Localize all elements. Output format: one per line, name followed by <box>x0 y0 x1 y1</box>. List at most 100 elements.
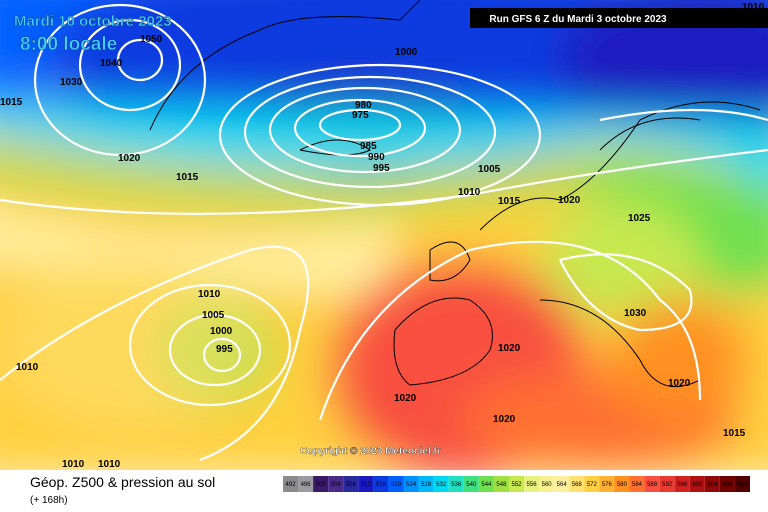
scale-swatch <box>689 476 705 492</box>
scale-label: 548 <box>496 482 507 488</box>
footer-lead: (+ 168h) <box>30 495 68 506</box>
isobar-label: 995 <box>216 344 233 355</box>
isobar-label: 1000 <box>395 47 418 58</box>
isobar-label: 980 <box>355 100 372 111</box>
scale-swatch <box>674 476 690 492</box>
scale-swatch <box>433 476 449 492</box>
isobar-label: 1010 <box>458 187 481 198</box>
scale-label: 544 <box>481 482 492 488</box>
isobar-label: 1020 <box>558 195 581 206</box>
scale-swatch <box>524 476 540 492</box>
scale-label: 612 <box>737 482 748 488</box>
scale-swatch <box>328 476 344 492</box>
scale-label: 568 <box>572 482 583 488</box>
isobar-label: 1030 <box>60 77 83 88</box>
scale-label: 520 <box>391 482 402 488</box>
scale-swatch <box>313 476 329 492</box>
isobars <box>0 3 768 462</box>
scale-label: 552 <box>511 482 522 488</box>
z500-field <box>0 0 768 480</box>
footer-title: Géop. Z500 & pression au sol <box>30 474 215 490</box>
scale-label: 576 <box>602 482 613 488</box>
scale-label: 516 <box>376 482 387 488</box>
scale-swatch <box>283 476 299 492</box>
scale-label: 504 <box>331 482 342 488</box>
scale-label: 540 <box>466 482 477 488</box>
isobar-label: 985 <box>360 141 377 152</box>
isobar-label: 1010 <box>742 2 765 13</box>
copyright: Copyright © 2023 Meteociel.fr <box>300 446 441 457</box>
scale-swatch <box>659 476 675 492</box>
scale-swatch <box>403 476 419 492</box>
run-box <box>470 8 768 28</box>
isobar-label: 1025 <box>628 213 651 224</box>
isobar-label: 1000 <box>210 326 233 337</box>
scale-label: 500 <box>316 482 327 488</box>
scale-swatch <box>584 476 600 492</box>
scale-swatch <box>478 476 494 492</box>
scale-swatch <box>599 476 615 492</box>
scale-label: 492 <box>286 482 297 488</box>
scale-swatch <box>629 476 645 492</box>
scale-label: 596 <box>677 482 688 488</box>
scale-swatch <box>463 476 479 492</box>
scale-label: 512 <box>361 482 372 488</box>
scale-swatch <box>644 476 660 492</box>
scale-swatch <box>388 476 404 492</box>
scale-label: 604 <box>707 482 718 488</box>
run-info: Run GFS 6 Z du Mardi 3 octobre 2023 <box>489 14 667 25</box>
scale-swatch <box>539 476 555 492</box>
scale-swatch <box>298 476 314 492</box>
scale-swatch <box>569 476 585 492</box>
scale-swatch <box>493 476 509 492</box>
scale-label: 588 <box>647 482 658 488</box>
isobar-label: 990 <box>368 152 385 163</box>
scale-swatch <box>734 476 750 492</box>
scale-label: 536 <box>451 482 462 488</box>
isobar-label: 1020 <box>394 393 417 404</box>
scale-label: 560 <box>542 482 553 488</box>
isobar-label: 1010 <box>62 459 85 470</box>
isobar-label: 1020 <box>118 153 141 164</box>
isobar-label: 1010 <box>16 362 39 373</box>
scale-label: 532 <box>436 482 447 488</box>
scale-label: 592 <box>662 482 673 488</box>
isobar-label: 995 <box>373 163 390 174</box>
scale-label: 564 <box>557 482 568 488</box>
isobar-label: 1005 <box>478 164 501 175</box>
isobar-label: 1010 <box>98 459 121 470</box>
scale-swatch <box>418 476 434 492</box>
scale-label: 556 <box>527 482 538 488</box>
isobar-label: 1015 <box>723 428 746 439</box>
isobar-label: 1020 <box>668 378 691 389</box>
scale-swatch <box>508 476 525 492</box>
isobar-label: 1020 <box>498 343 521 354</box>
scale-label: 528 <box>421 482 432 488</box>
isobar-label: 1015 <box>498 196 521 207</box>
isobar-label: 1050 <box>140 34 163 45</box>
date: Mardi 10 octobre 2023 <box>14 13 172 30</box>
scale-swatch <box>358 476 374 492</box>
scale-label: 580 <box>617 482 628 488</box>
isobar-label: 1010 <box>198 289 221 300</box>
scale-swatch <box>343 476 359 492</box>
scale-swatch <box>448 476 464 492</box>
scale-label: 496 <box>301 482 312 488</box>
scale-swatch <box>719 476 735 492</box>
scale-swatch <box>704 476 720 492</box>
isobar-label: 1040 <box>100 58 123 69</box>
scale-swatch <box>614 476 630 492</box>
scale-label: 524 <box>406 482 417 488</box>
isobar-label: 1030 <box>624 308 647 319</box>
scale-label: 608 <box>722 482 733 488</box>
scale-label: 572 <box>587 482 598 488</box>
scale-label: 600 <box>692 482 703 488</box>
isobar-label: 1020 <box>493 414 516 425</box>
scale-label: 508 <box>346 482 357 488</box>
coastlines <box>149 0 761 388</box>
isobar-label: 975 <box>352 110 369 121</box>
isobar-label: 1015 <box>176 172 199 183</box>
scale-label: 584 <box>632 482 643 488</box>
